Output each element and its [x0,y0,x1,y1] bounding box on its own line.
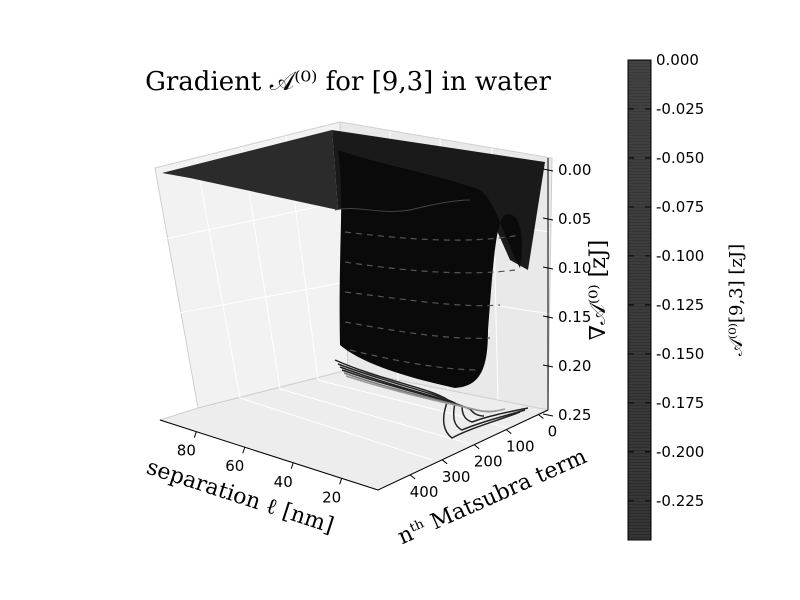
z-tick-label: 0.05 [558,210,591,228]
y-tick-mark [441,459,448,465]
x-tick-label: 20 [322,488,341,506]
y-tick-mark [505,429,512,435]
colorbar-tick-label: -0.200 [656,443,704,461]
colorbar-tick-label: -0.150 [656,345,704,363]
colorbar-tick-label: 0.000 [656,51,699,69]
x-axis-ticks: 80 60 40 20 [177,431,343,506]
colorbar-tick-label: -0.075 [656,198,704,216]
x-tick-mark [339,478,343,485]
surface-rim [334,199,471,212]
x-tick-label: 60 [225,457,244,475]
colorbar-tick-label: -0.125 [656,296,704,314]
y-tick-label: 100 [506,438,535,456]
z-axis-label: ∇𝒜⁽⁰⁾ [zJ] [586,240,611,340]
z-tick-label: 0.15 [558,308,591,326]
z-tick-label: 0.10 [558,259,591,277]
colorbar-stripes [629,61,650,540]
surface [162,130,545,388]
colorbar-tick-label: -0.225 [656,492,704,510]
y-tick-mark [473,444,480,450]
y-tick-label: 200 [474,453,503,471]
y-tick-mark [538,414,544,419]
y-tick-label: 0 [548,423,558,441]
y-tick-mark [409,474,416,480]
y-tick-label: 300 [442,468,471,486]
x-tick-mark [242,447,246,454]
surface-wall [338,150,522,388]
y-tick-label: 400 [410,483,439,501]
colorbar-tick-label: -0.175 [656,394,704,412]
z-tick-mark [542,266,554,270]
colorbar-fill [627,59,652,541]
z-tick-label: 0.00 [558,161,591,179]
colorbar-tick-label: -0.100 [656,247,704,265]
colorbar: 0.000 -0.025 -0.050 -0.075 -0.100 -0.125 -0.15… [627,51,747,541]
z-tick-mark [542,413,554,417]
surface-contour-dashes [344,231,521,371]
colorbar-tick-label: -0.050 [656,149,704,167]
z-tick-mark [542,168,554,172]
x-tick-mark [290,462,294,469]
z-axis-ticks: 0.00 0.05 0.10 0.15 0.20 0.25 [542,161,591,424]
x-tick-mark [193,431,197,438]
colorbar-ticks: 0.000 -0.025 -0.050 -0.075 -0.100 -0.125 -0.15… [628,51,704,510]
z-tick-mark [542,315,554,319]
floor-contours [334,359,529,439]
x-tick-label: 80 [177,442,196,460]
colorbar-tick-label: -0.025 [656,100,704,118]
y-axis-line [377,409,549,491]
z-tick-mark [542,217,554,221]
z-tick-label: 0.25 [558,406,591,424]
colorbar-label: 𝒜⁽⁰⁾[9,3] [zJ] [726,244,747,356]
chart-title: Gradient 𝒜⁽⁰⁾ for [9,3] in water [145,67,551,97]
x-tick-label: 40 [274,473,293,491]
z-tick-label: 0.20 [558,357,591,375]
z-tick-mark [542,364,554,368]
surface-plateau [162,130,338,210]
